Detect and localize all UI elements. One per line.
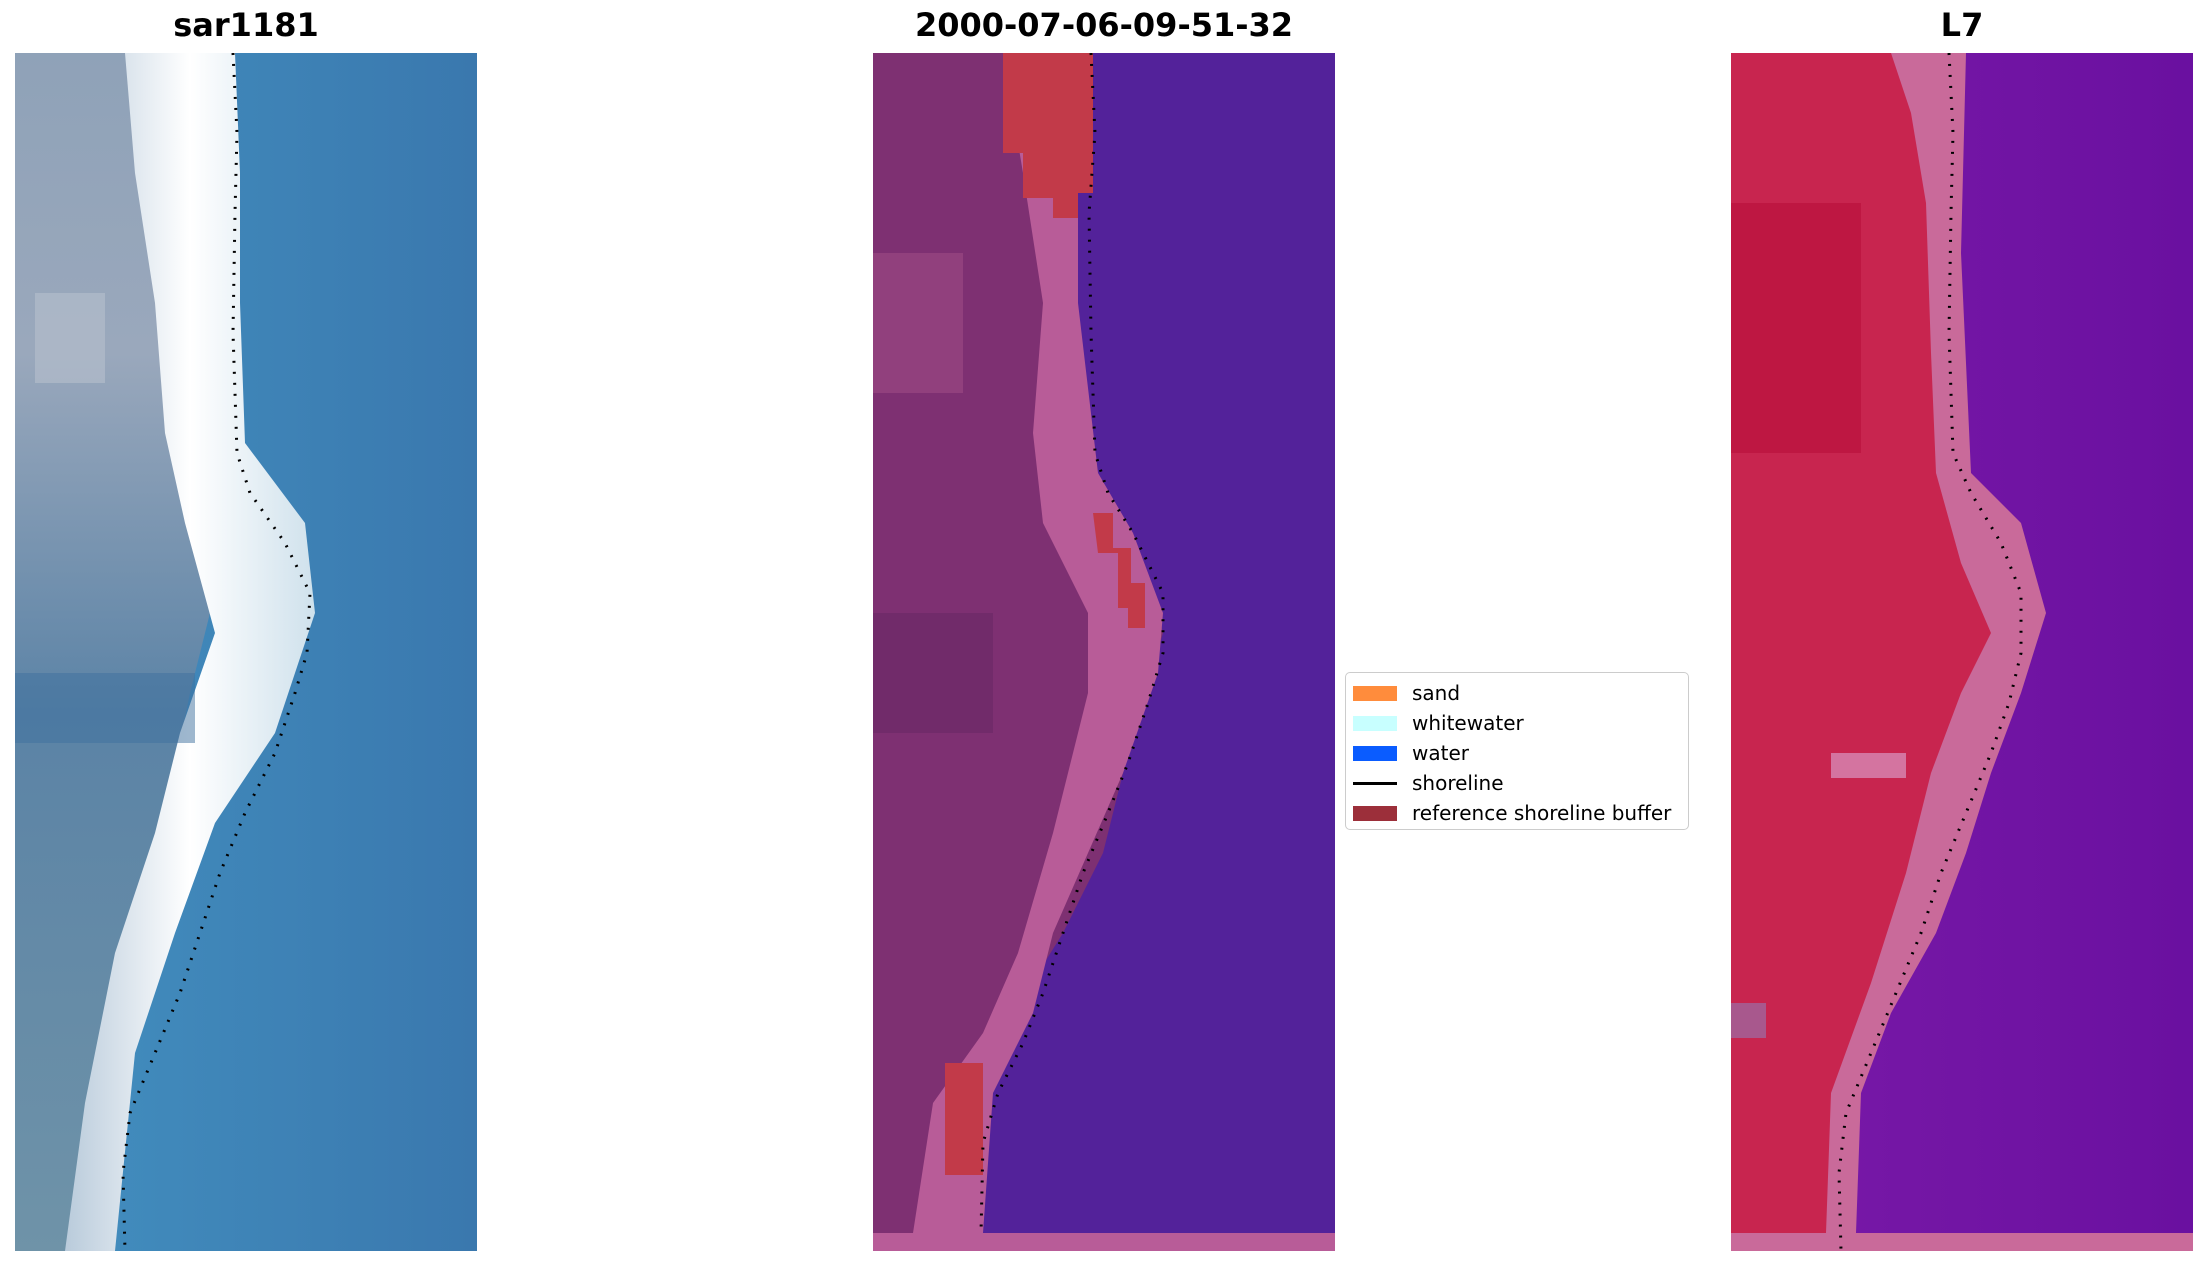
legend-patch-whitewater — [1353, 716, 1397, 731]
classified-beach — [913, 53, 1163, 1233]
legend-item-buffer: reference shoreline buffer — [1346, 798, 1688, 828]
classified-buffer — [1003, 53, 1093, 218]
legend-patch-sand — [1353, 686, 1397, 701]
rgb-image — [15, 53, 477, 1251]
legend-label-whitewater: whitewater — [1412, 711, 1524, 735]
legend-label-shoreline: shoreline — [1412, 771, 1504, 795]
legend-item-water: water — [1346, 738, 1688, 768]
legend-line-shoreline — [1353, 782, 1397, 785]
classified-image — [873, 53, 1335, 1251]
legend-item-sand: sand — [1346, 678, 1688, 708]
panel-title-falsecolor: L7 — [1940, 6, 1984, 44]
panel-title-classified: 2000-07-06-09-51-32 — [914, 6, 1294, 44]
legend-item-whitewater: whitewater — [1346, 708, 1688, 738]
panel-rgb: sar1181 — [15, 0, 477, 1283]
legend-item-shoreline: shoreline — [1346, 768, 1688, 798]
legend: sand whitewater water shoreline referenc… — [1345, 672, 1689, 830]
panel-falsecolor: L7 — [1731, 0, 2193, 1283]
legend-patch-water — [1353, 746, 1397, 761]
rgb-shoreline — [121, 53, 312, 1251]
panel-title-rgb: sar1181 — [173, 6, 319, 44]
legend-patch-buffer — [1353, 806, 1397, 821]
falsecolor-beach — [1826, 53, 2046, 1233]
legend-label-sand: sand — [1412, 681, 1461, 705]
legend-label-buffer: reference shoreline buffer — [1412, 801, 1672, 825]
falsecolor-image — [1731, 53, 2193, 1251]
panel-classified: 2000-07-06-09-51-32 — [873, 0, 1335, 1283]
rgb-sand — [65, 53, 315, 1251]
legend-label-water: water — [1412, 741, 1469, 765]
